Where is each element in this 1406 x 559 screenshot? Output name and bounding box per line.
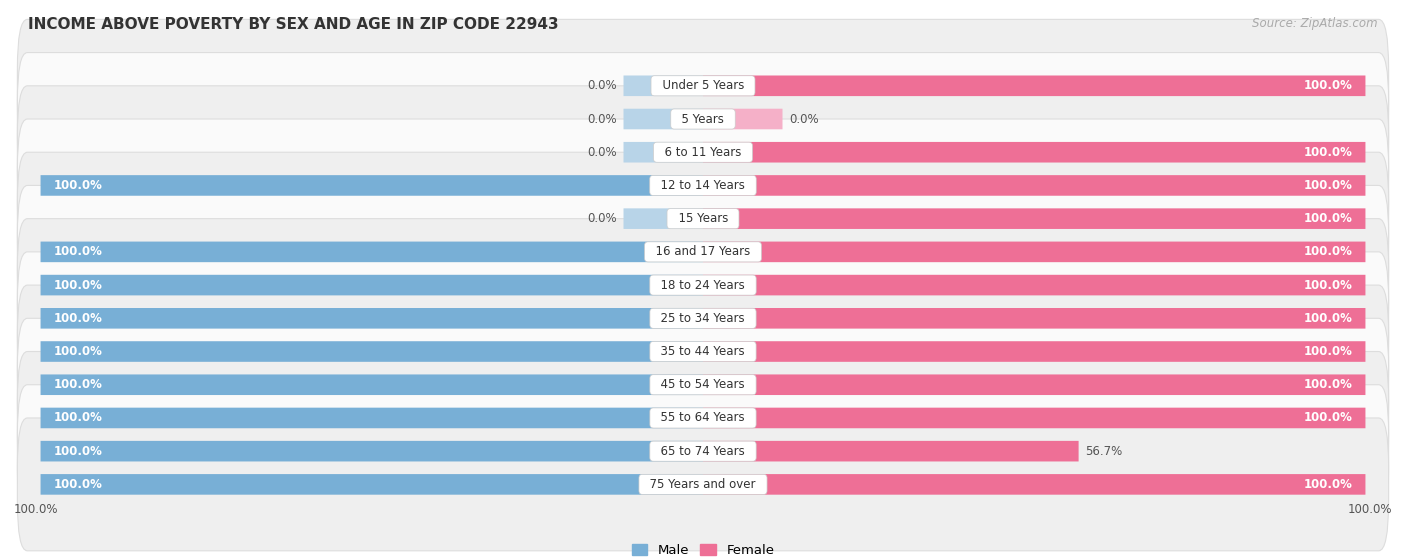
FancyBboxPatch shape (703, 142, 1365, 163)
FancyBboxPatch shape (41, 375, 703, 395)
Text: 65 to 74 Years: 65 to 74 Years (654, 444, 752, 458)
FancyBboxPatch shape (623, 108, 703, 129)
FancyBboxPatch shape (17, 152, 1389, 285)
Text: 100.0%: 100.0% (1303, 478, 1353, 491)
Text: 100.0%: 100.0% (53, 478, 103, 491)
Text: 100.0%: 100.0% (53, 179, 103, 192)
Text: 100.0%: 100.0% (14, 503, 59, 516)
Text: 56.7%: 56.7% (1085, 444, 1122, 458)
FancyBboxPatch shape (17, 20, 1389, 152)
Text: 100.0%: 100.0% (53, 345, 103, 358)
Text: 100.0%: 100.0% (53, 411, 103, 424)
FancyBboxPatch shape (703, 241, 1365, 262)
Text: 100.0%: 100.0% (1303, 179, 1353, 192)
Text: INCOME ABOVE POVERTY BY SEX AND AGE IN ZIP CODE 22943: INCOME ABOVE POVERTY BY SEX AND AGE IN Z… (28, 17, 558, 32)
FancyBboxPatch shape (703, 474, 1365, 495)
Text: 0.0%: 0.0% (588, 146, 617, 159)
Text: 100.0%: 100.0% (53, 378, 103, 391)
Text: 6 to 11 Years: 6 to 11 Years (657, 146, 749, 159)
FancyBboxPatch shape (41, 175, 703, 196)
FancyBboxPatch shape (41, 241, 703, 262)
Text: 100.0%: 100.0% (1303, 378, 1353, 391)
FancyBboxPatch shape (41, 408, 703, 428)
Text: 0.0%: 0.0% (588, 112, 617, 126)
Text: 100.0%: 100.0% (1303, 411, 1353, 424)
Text: 100.0%: 100.0% (1303, 312, 1353, 325)
Text: Source: ZipAtlas.com: Source: ZipAtlas.com (1253, 17, 1378, 30)
FancyBboxPatch shape (41, 308, 703, 329)
Text: 100.0%: 100.0% (53, 245, 103, 258)
FancyBboxPatch shape (703, 75, 1365, 96)
FancyBboxPatch shape (703, 375, 1365, 395)
Text: 100.0%: 100.0% (1303, 212, 1353, 225)
Text: 12 to 14 Years: 12 to 14 Years (654, 179, 752, 192)
Text: 25 to 34 Years: 25 to 34 Years (654, 312, 752, 325)
FancyBboxPatch shape (41, 275, 703, 295)
FancyBboxPatch shape (17, 352, 1389, 485)
FancyBboxPatch shape (623, 75, 703, 96)
Text: 0.0%: 0.0% (789, 112, 818, 126)
FancyBboxPatch shape (703, 108, 783, 129)
Text: 0.0%: 0.0% (588, 212, 617, 225)
FancyBboxPatch shape (703, 441, 1078, 462)
Text: 100.0%: 100.0% (1303, 79, 1353, 92)
FancyBboxPatch shape (17, 285, 1389, 418)
FancyBboxPatch shape (703, 308, 1365, 329)
Text: 15 Years: 15 Years (671, 212, 735, 225)
FancyBboxPatch shape (17, 53, 1389, 186)
Text: 18 to 24 Years: 18 to 24 Years (654, 278, 752, 292)
FancyBboxPatch shape (17, 219, 1389, 352)
FancyBboxPatch shape (623, 209, 703, 229)
FancyBboxPatch shape (41, 341, 703, 362)
Text: 55 to 64 Years: 55 to 64 Years (654, 411, 752, 424)
FancyBboxPatch shape (41, 441, 703, 462)
FancyBboxPatch shape (17, 252, 1389, 385)
FancyBboxPatch shape (17, 418, 1389, 551)
Text: 100.0%: 100.0% (1303, 345, 1353, 358)
Text: 16 and 17 Years: 16 and 17 Years (648, 245, 758, 258)
FancyBboxPatch shape (703, 341, 1365, 362)
Text: 100.0%: 100.0% (1303, 278, 1353, 292)
Text: 100.0%: 100.0% (53, 444, 103, 458)
Legend: Male, Female: Male, Female (626, 539, 780, 559)
Text: 0.0%: 0.0% (588, 79, 617, 92)
Text: 5 Years: 5 Years (675, 112, 731, 126)
FancyBboxPatch shape (17, 385, 1389, 518)
Text: 100.0%: 100.0% (1303, 245, 1353, 258)
Text: Under 5 Years: Under 5 Years (655, 79, 751, 92)
FancyBboxPatch shape (623, 142, 703, 163)
FancyBboxPatch shape (17, 186, 1389, 318)
Text: 100.0%: 100.0% (1303, 146, 1353, 159)
FancyBboxPatch shape (17, 86, 1389, 219)
FancyBboxPatch shape (703, 275, 1365, 295)
Text: 45 to 54 Years: 45 to 54 Years (654, 378, 752, 391)
Text: 100.0%: 100.0% (53, 278, 103, 292)
FancyBboxPatch shape (703, 175, 1365, 196)
FancyBboxPatch shape (703, 209, 1365, 229)
FancyBboxPatch shape (17, 119, 1389, 252)
Text: 75 Years and over: 75 Years and over (643, 478, 763, 491)
FancyBboxPatch shape (703, 408, 1365, 428)
FancyBboxPatch shape (17, 318, 1389, 451)
FancyBboxPatch shape (41, 474, 703, 495)
Text: 100.0%: 100.0% (53, 312, 103, 325)
Text: 100.0%: 100.0% (1347, 503, 1392, 516)
Text: 35 to 44 Years: 35 to 44 Years (654, 345, 752, 358)
